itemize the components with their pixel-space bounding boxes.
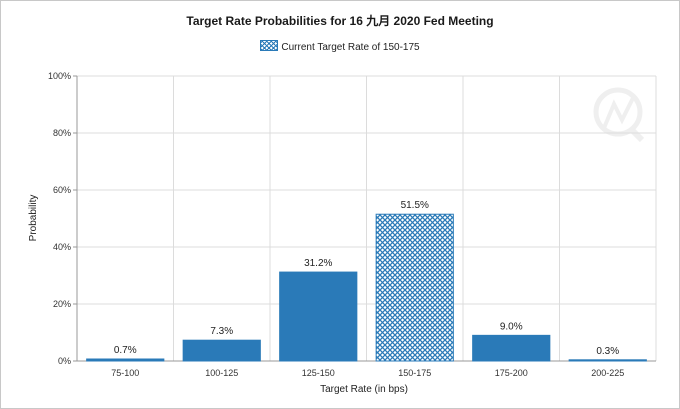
bar-75-100 bbox=[86, 358, 165, 362]
legend-label: Current Target Rate of 150-175 bbox=[281, 42, 420, 53]
bar-125-150 bbox=[279, 271, 358, 362]
y-tick-label: 20% bbox=[53, 299, 71, 309]
x-axis-title: Target Rate (in bps) bbox=[320, 384, 408, 395]
bar-value-label: 9.0% bbox=[500, 321, 523, 332]
y-tick-label: 60% bbox=[53, 185, 71, 195]
x-tick-label: 150-175 bbox=[398, 368, 431, 378]
legend-swatch-current bbox=[260, 40, 279, 51]
bar-value-label: 51.5% bbox=[401, 200, 429, 211]
chart-title: Target Rate Probabilities for 16 九月 2020… bbox=[186, 14, 494, 28]
x-tick-label: 100-125 bbox=[205, 368, 238, 378]
y-tick-label: 80% bbox=[53, 128, 71, 138]
y-tick-label: 40% bbox=[53, 242, 71, 252]
bar-value-label: 0.3% bbox=[596, 346, 619, 357]
bar-200-225 bbox=[568, 359, 647, 362]
x-tick-label: 175-200 bbox=[495, 368, 528, 378]
x-tick-label: 200-225 bbox=[591, 368, 624, 378]
bar-value-label: 7.3% bbox=[210, 326, 233, 337]
bar-175-200 bbox=[472, 334, 551, 362]
bar-100-125 bbox=[182, 339, 261, 362]
bar-150-175 bbox=[375, 213, 454, 362]
bar-value-label: 0.7% bbox=[114, 345, 137, 356]
y-tick-label: 100% bbox=[48, 71, 71, 81]
legend: Current Target Rate of 150-175 bbox=[0, 40, 680, 53]
x-tick-label: 125-150 bbox=[302, 368, 335, 378]
bar-value-label: 31.2% bbox=[304, 258, 332, 269]
watermark-logo bbox=[593, 87, 645, 143]
y-axis-title: Probability bbox=[28, 195, 39, 242]
x-tick-label: 75-100 bbox=[111, 368, 139, 378]
y-tick-label: 0% bbox=[58, 356, 71, 366]
